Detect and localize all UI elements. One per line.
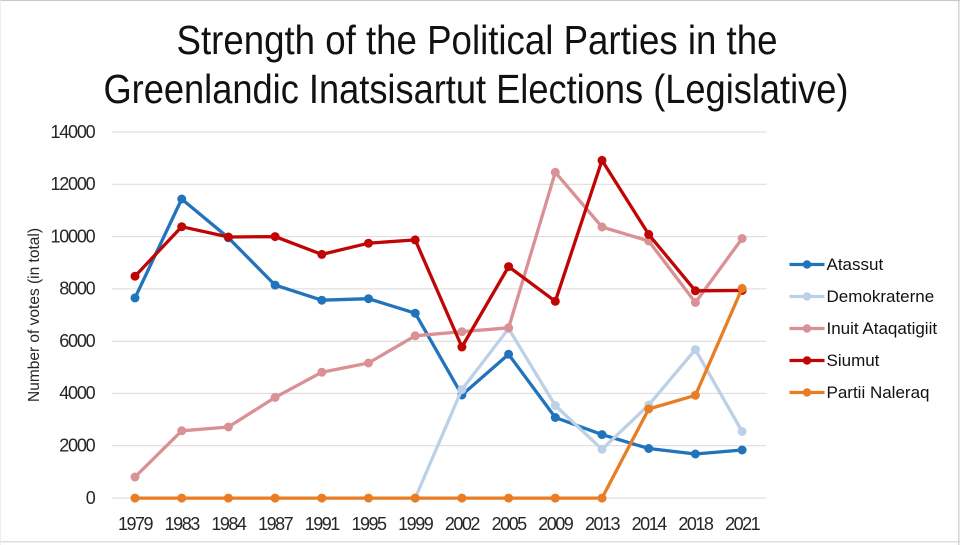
svg-text:2014: 2014 (632, 514, 668, 534)
svg-text:2018: 2018 (678, 514, 714, 534)
svg-text:1984: 1984 (211, 514, 247, 534)
svg-text:2009: 2009 (538, 514, 574, 534)
svg-text:8000: 8000 (59, 279, 95, 299)
svg-text:2002: 2002 (445, 514, 481, 534)
svg-text:10000: 10000 (50, 226, 95, 246)
svg-text:Atassut: Atassut (827, 255, 884, 274)
svg-text:1991: 1991 (305, 514, 341, 534)
svg-text:12000: 12000 (50, 174, 95, 194)
svg-text:2021: 2021 (725, 514, 761, 534)
svg-text:0: 0 (86, 488, 96, 508)
svg-text:Partii Naleraq: Partii Naleraq (827, 383, 930, 402)
svg-text:6000: 6000 (59, 331, 95, 351)
svg-text:2005: 2005 (492, 514, 528, 534)
svg-text:Strength of the Political Part: Strength of the Political Parties in the (177, 17, 778, 63)
svg-text:Siumut: Siumut (827, 351, 880, 370)
svg-text:1995: 1995 (351, 514, 387, 534)
svg-text:Demokraterne: Demokraterne (827, 287, 935, 306)
svg-text:14000: 14000 (50, 122, 95, 142)
svg-text:Greenlandic Inatsisartut Elect: Greenlandic Inatsisartut Elections (Legi… (104, 66, 849, 112)
svg-text:2000: 2000 (59, 436, 95, 456)
svg-text:Number of votes (in total): Number of votes (in total) (26, 228, 43, 402)
svg-text:4000: 4000 (59, 383, 95, 403)
svg-text:1979: 1979 (118, 514, 154, 534)
svg-text:2013: 2013 (585, 514, 621, 534)
svg-text:1983: 1983 (165, 514, 201, 534)
svg-text:1987: 1987 (258, 514, 294, 534)
svg-text:1999: 1999 (398, 514, 434, 534)
svg-text:Inuit Ataqatigiit: Inuit Ataqatigiit (827, 319, 938, 338)
